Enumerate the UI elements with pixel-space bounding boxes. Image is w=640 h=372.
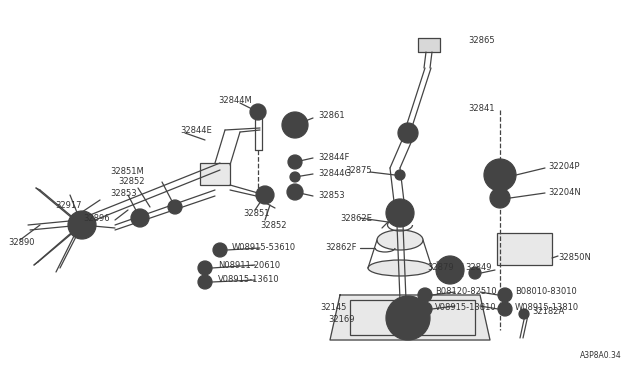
Text: 32853: 32853: [110, 189, 136, 198]
Text: 32849: 32849: [465, 263, 492, 273]
Circle shape: [418, 288, 432, 302]
Text: 32851: 32851: [243, 208, 269, 218]
Circle shape: [436, 256, 464, 284]
Ellipse shape: [377, 230, 423, 250]
Circle shape: [288, 155, 302, 169]
Text: 32875: 32875: [345, 166, 372, 174]
Text: 32850N: 32850N: [558, 253, 591, 263]
Circle shape: [291, 121, 299, 129]
Text: V08915-13610: V08915-13610: [218, 276, 280, 285]
Text: 32896: 32896: [83, 214, 109, 222]
Text: 32844F: 32844F: [318, 153, 349, 161]
Text: V: V: [203, 279, 207, 285]
Text: W: W: [502, 307, 508, 311]
Circle shape: [519, 309, 529, 319]
Text: W08915-13810: W08915-13810: [515, 302, 579, 311]
Text: V: V: [422, 307, 428, 311]
Text: 32145: 32145: [320, 304, 346, 312]
Text: W: W: [216, 247, 223, 253]
Circle shape: [395, 170, 405, 180]
Text: 32844E: 32844E: [180, 125, 212, 135]
Circle shape: [490, 188, 510, 208]
Circle shape: [498, 302, 512, 316]
Text: 32169: 32169: [328, 315, 355, 324]
Text: 32204P: 32204P: [548, 161, 579, 170]
Circle shape: [198, 261, 212, 275]
Text: 32182A: 32182A: [532, 308, 564, 317]
Text: B08120-82510: B08120-82510: [435, 288, 497, 296]
Circle shape: [484, 159, 516, 191]
Circle shape: [138, 216, 142, 220]
Text: V08915-13810: V08915-13810: [435, 302, 497, 311]
Bar: [200, 163, 230, 185]
Circle shape: [256, 186, 274, 204]
Circle shape: [168, 200, 182, 214]
Bar: [418, 38, 440, 52]
Ellipse shape: [368, 260, 432, 276]
Circle shape: [398, 123, 418, 143]
Text: B: B: [502, 292, 508, 298]
Circle shape: [498, 288, 512, 302]
Text: A3P8A0.34: A3P8A0.34: [580, 350, 621, 359]
Circle shape: [250, 104, 266, 120]
Bar: [497, 233, 552, 265]
Circle shape: [131, 209, 149, 227]
Circle shape: [198, 275, 212, 289]
Text: 32879: 32879: [427, 263, 454, 273]
Text: N: N: [202, 266, 208, 270]
Text: 32844G: 32844G: [318, 169, 351, 177]
Text: N08911-20610: N08911-20610: [218, 260, 280, 269]
Text: B08010-83010: B08010-83010: [515, 288, 577, 296]
Circle shape: [469, 267, 481, 279]
Circle shape: [282, 112, 308, 138]
Bar: [350, 300, 475, 335]
Text: 32853: 32853: [318, 190, 344, 199]
Text: 32862F: 32862F: [325, 244, 356, 253]
Text: 32865: 32865: [468, 35, 495, 45]
Circle shape: [418, 302, 432, 316]
Text: 32851M: 32851M: [110, 167, 144, 176]
Circle shape: [287, 184, 303, 200]
Polygon shape: [330, 295, 490, 340]
Text: B: B: [422, 292, 428, 298]
Text: 32852: 32852: [118, 176, 145, 186]
Circle shape: [386, 199, 414, 227]
Circle shape: [68, 211, 96, 239]
Text: 32204N: 32204N: [548, 187, 580, 196]
Text: 32862E: 32862E: [340, 214, 372, 222]
Circle shape: [386, 296, 430, 340]
Text: 32890: 32890: [8, 237, 35, 247]
Circle shape: [213, 243, 227, 257]
Text: W08915-53610: W08915-53610: [232, 244, 296, 253]
Circle shape: [290, 172, 300, 182]
Text: 32917: 32917: [55, 201, 81, 209]
Text: 32841: 32841: [468, 103, 495, 112]
Text: 32852: 32852: [260, 221, 287, 230]
Text: 32844M: 32844M: [218, 96, 252, 105]
Text: 32861: 32861: [318, 110, 344, 119]
Circle shape: [494, 169, 506, 181]
